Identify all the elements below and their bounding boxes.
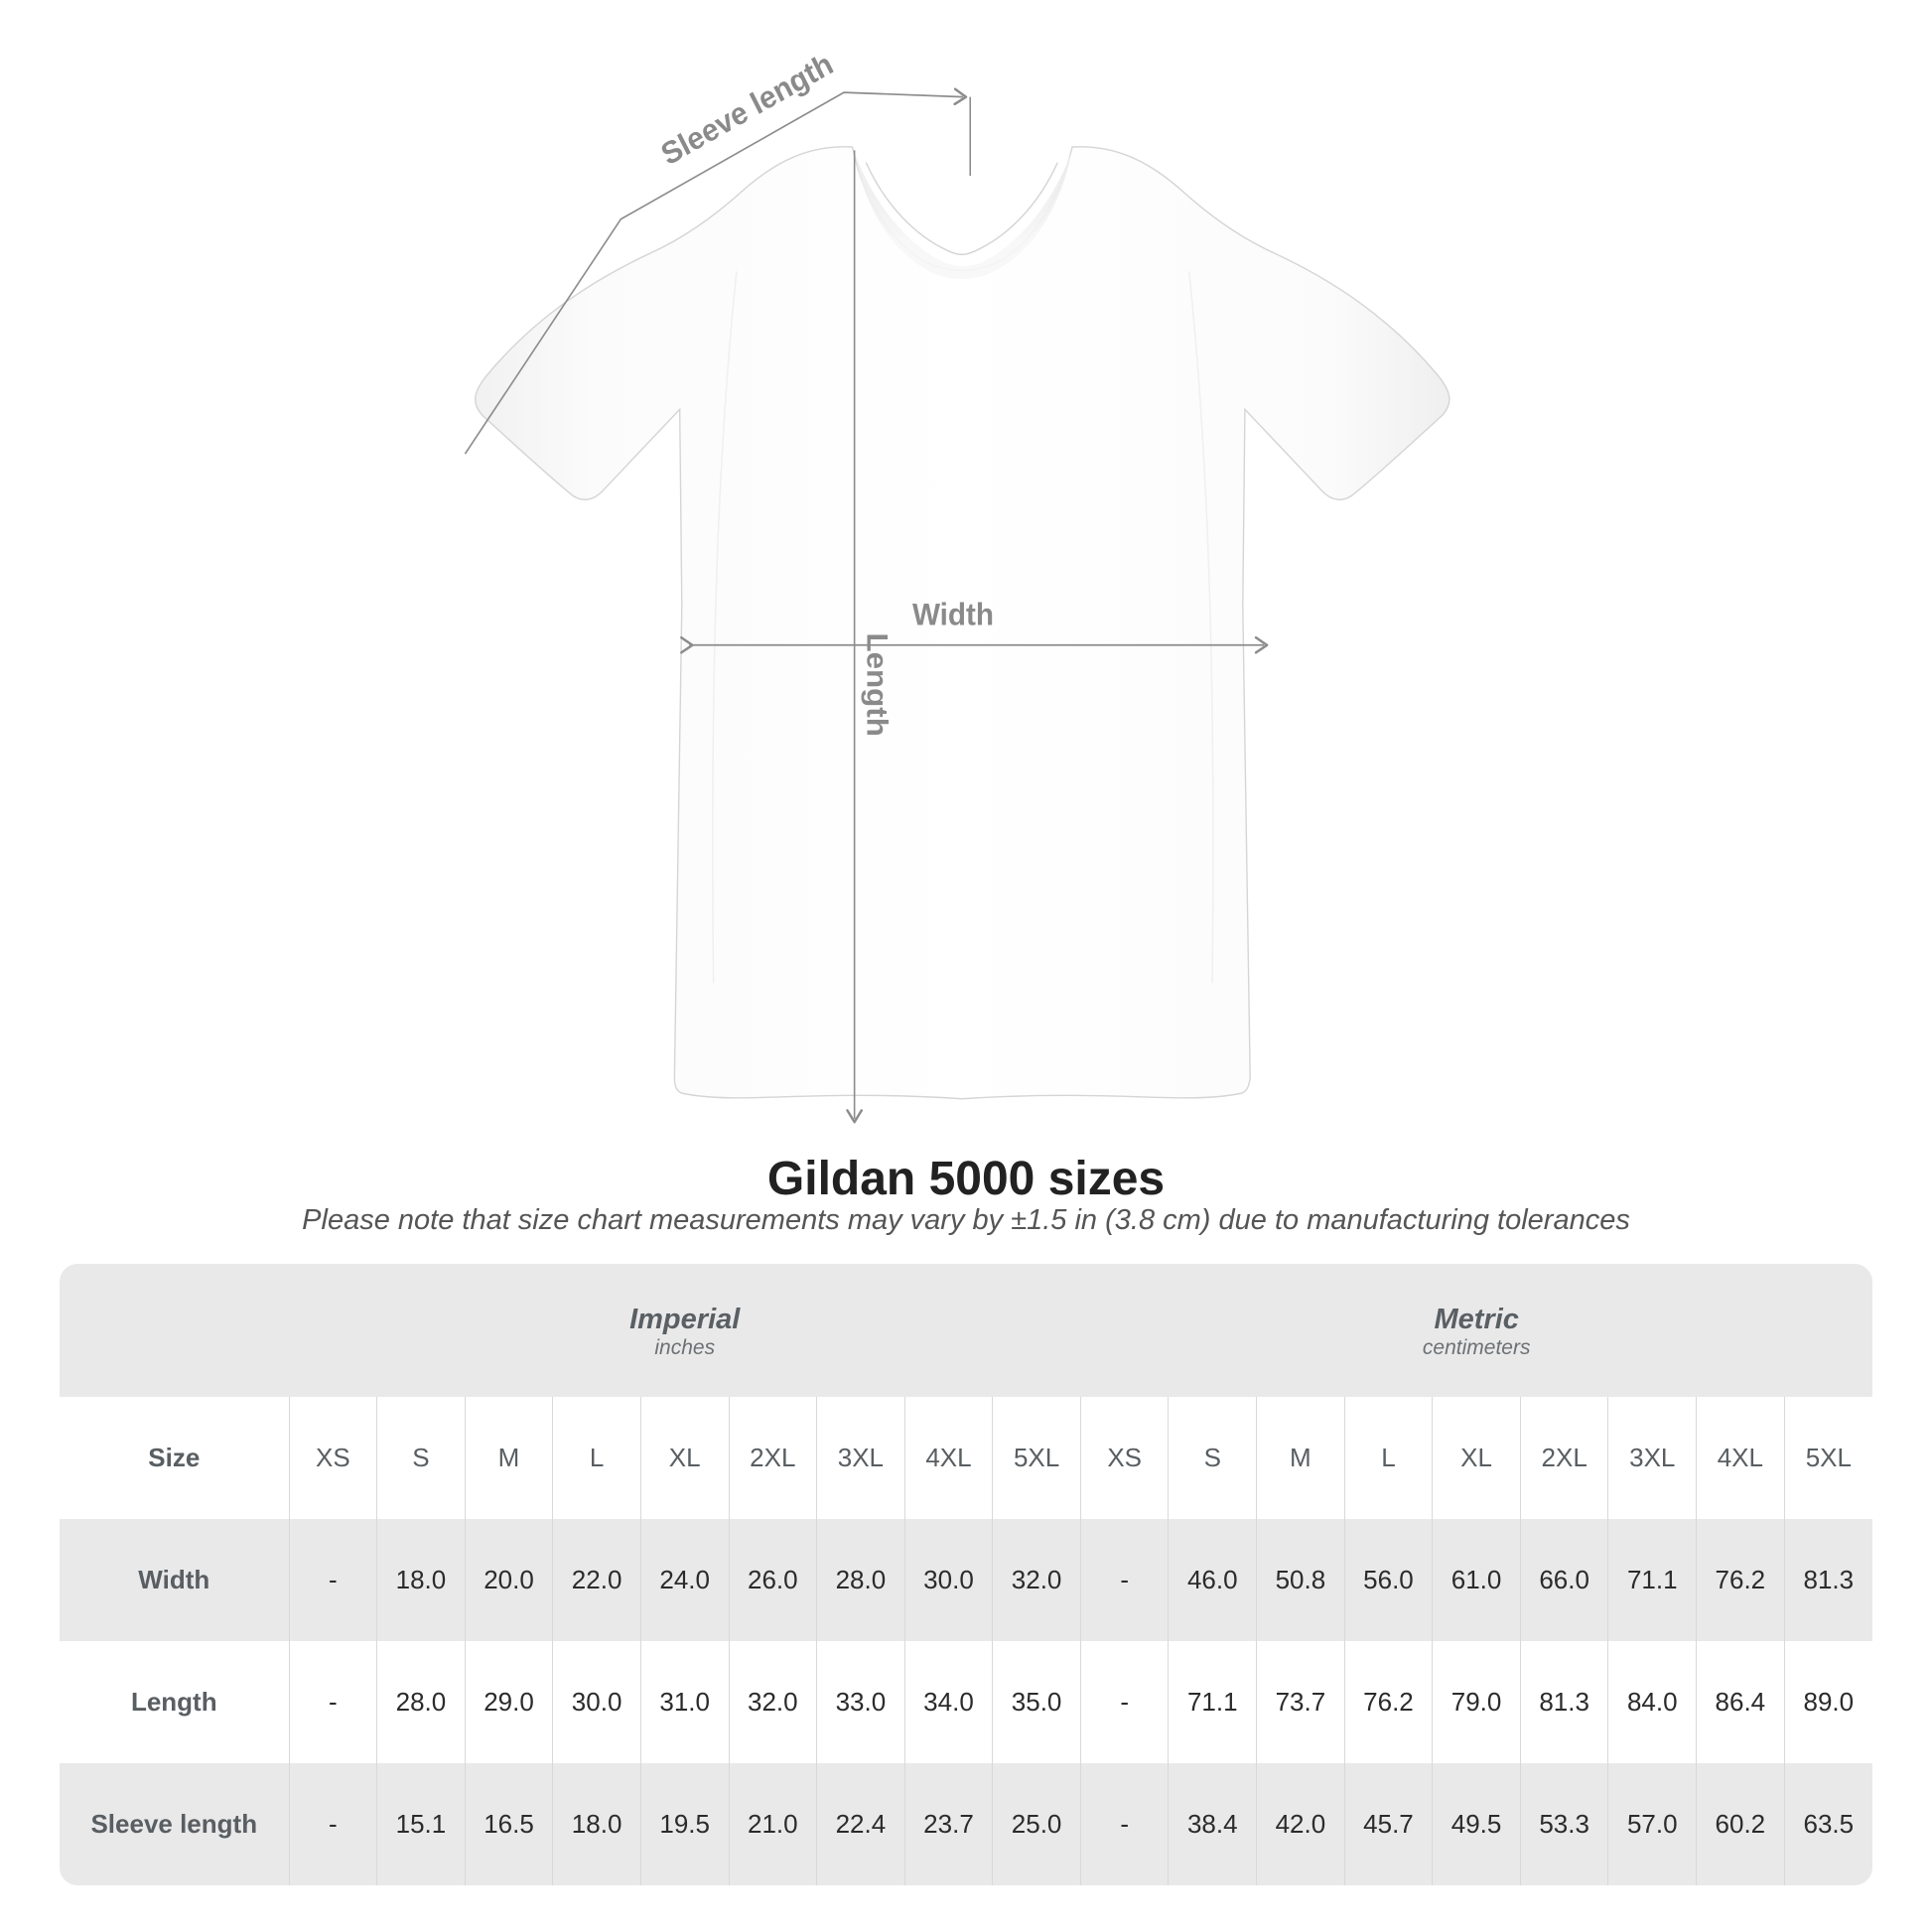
svg-text:Length: Length: [861, 632, 894, 736]
svg-text:Width: Width: [912, 598, 994, 632]
